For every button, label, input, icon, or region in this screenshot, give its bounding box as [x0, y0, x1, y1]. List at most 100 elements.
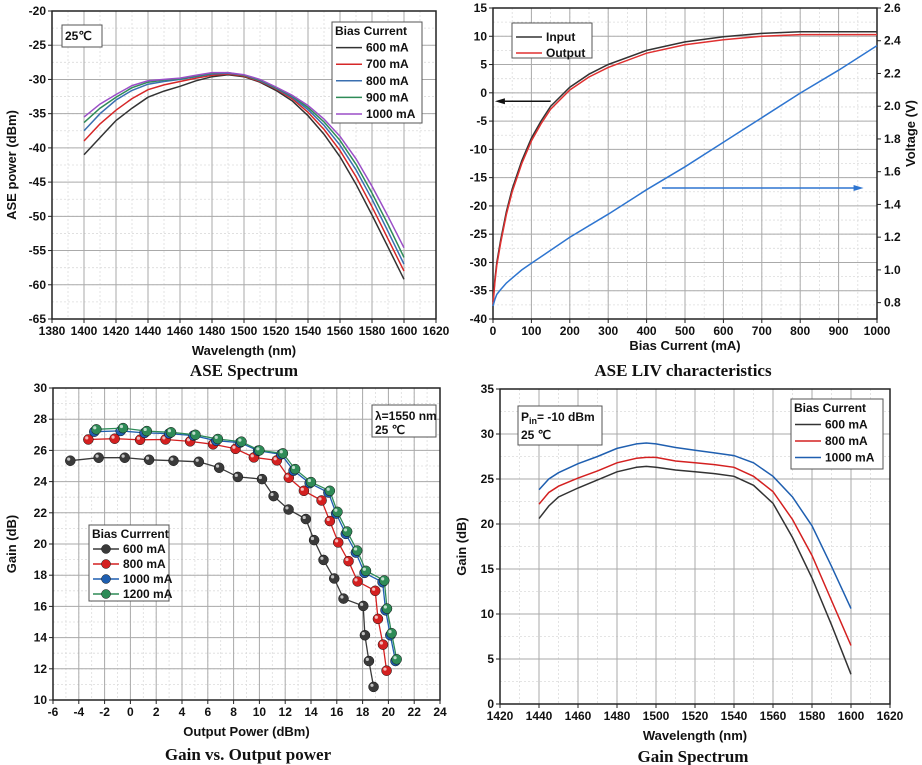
y-tick-label: -65 [29, 312, 47, 326]
y-tick-label: 25 [481, 472, 495, 486]
annotation-text: λ=1550 nm [375, 409, 437, 423]
data-point [232, 471, 244, 483]
y-tick-label: 16 [34, 599, 48, 613]
data-point-highlight [310, 536, 315, 541]
y-tick-label: 10 [474, 29, 488, 43]
x-tick-label: -6 [48, 705, 59, 719]
data-point [168, 455, 179, 466]
data-point-highlight [340, 595, 344, 599]
x-tick-label: 700 [752, 324, 772, 338]
data-point-highlight [192, 431, 196, 435]
annotation-text: 25 ℃ [375, 423, 405, 437]
series-line-800-mA [538, 456, 852, 646]
x-tick-label: -4 [73, 705, 84, 719]
x-tick-label: 0 [127, 705, 134, 719]
y-right-tick-label: 1.2 [884, 230, 901, 244]
y-right-tick-label: 1.4 [884, 197, 901, 211]
legend-marker [101, 544, 111, 554]
y-tick-label: 35 [481, 382, 495, 396]
data-point [328, 573, 340, 584]
data-point-highlight [374, 615, 378, 619]
legend-marker [101, 589, 111, 599]
data-point-highlight [85, 436, 89, 440]
legend-marker [101, 559, 111, 569]
y-right-tick-label: 2.4 [884, 34, 901, 48]
x-tick-label: 1000 [864, 324, 891, 338]
data-point-highlight [121, 454, 125, 458]
x-tick-label: -2 [99, 705, 110, 719]
x-tick-label: 1420 [103, 324, 130, 338]
data-point-highlight [238, 438, 242, 442]
data-point-highlight [383, 667, 387, 671]
data-point [283, 504, 294, 515]
data-point [351, 545, 363, 556]
legend-label: Input [546, 30, 575, 44]
y-tick-label: -60 [29, 278, 47, 292]
chart-2: -6 -4 -2 0 2 4 6 8 10 12 14 16 18 20 22 241012141618202… [4, 381, 447, 764]
y-tick-label: 26 [34, 443, 48, 457]
annotation-pin: Pin= -10 dBm [521, 410, 595, 426]
data-point [341, 526, 353, 537]
legend-label: 1000 mA [825, 451, 875, 465]
x-tick-label: 600 [713, 324, 733, 338]
data-point [165, 427, 177, 438]
legend-label: 600 mA [366, 41, 409, 55]
data-point [369, 585, 381, 597]
y-axis-label: ASE power (dBm) [4, 110, 19, 220]
x-tick-label: 1520 [263, 324, 290, 338]
data-point-highlight [270, 492, 274, 497]
y-tick-label: 12 [34, 662, 48, 676]
data-point-highlight [285, 474, 289, 478]
data-point [268, 490, 279, 502]
data-point-highlight [111, 435, 115, 439]
x-tick-label: 1480 [199, 324, 226, 338]
data-point [381, 603, 393, 614]
x-tick-label: 12 [279, 705, 293, 719]
data-point [332, 506, 343, 518]
data-point-highlight [195, 458, 199, 462]
x-tick-label: 16 [330, 705, 344, 719]
data-point-highlight [370, 683, 374, 687]
x-tick-label: 1580 [799, 709, 826, 723]
annotation-box [517, 405, 603, 446]
x-tick-label: 1460 [565, 709, 592, 723]
data-point [324, 485, 336, 497]
data-point-highlight [256, 447, 260, 451]
arrow-head-right-icon [853, 185, 864, 192]
legend-label: Output [546, 46, 585, 60]
y-tick-label: 10 [481, 607, 495, 621]
x-tick-label: 1580 [359, 324, 386, 338]
data-point [377, 639, 389, 650]
data-point [65, 455, 76, 466]
data-point-highlight [162, 436, 166, 440]
series-line-1000-mA [83, 71, 405, 249]
legend-label: 900 mA [366, 90, 409, 104]
legend-label: 800 mA [366, 74, 409, 88]
y-tick-label: 14 [34, 631, 48, 645]
data-point-highlight [360, 602, 364, 606]
y-axis-label: Gain (dB) [454, 517, 469, 576]
data-point [308, 534, 320, 546]
y-right-tick-label: 2.6 [884, 1, 901, 15]
data-point-highlight [334, 508, 338, 512]
x-tick-label: 6 [204, 705, 211, 719]
x-tick-label: 1420 [487, 709, 514, 723]
y-tick-label: -25 [29, 38, 47, 52]
data-point [379, 575, 390, 586]
plot-frame [492, 7, 878, 320]
data-point-highlight [145, 456, 150, 460]
data-point-highlight [353, 547, 358, 551]
x-tick-label: 8 [230, 705, 237, 719]
chart-caption: ASE LIV characteristics [594, 361, 772, 380]
legend-title: Bias Current [794, 401, 866, 415]
data-point [213, 462, 225, 473]
plot-frame [52, 387, 441, 701]
data-point-highlight [318, 497, 322, 501]
legend-label: 1000 mA [123, 572, 173, 586]
data-point [117, 422, 129, 434]
data-point-highlight [302, 515, 306, 520]
data-point-highlight [136, 436, 141, 440]
data-point [360, 565, 372, 577]
data-point [343, 555, 354, 567]
data-point-highlight [273, 457, 277, 461]
